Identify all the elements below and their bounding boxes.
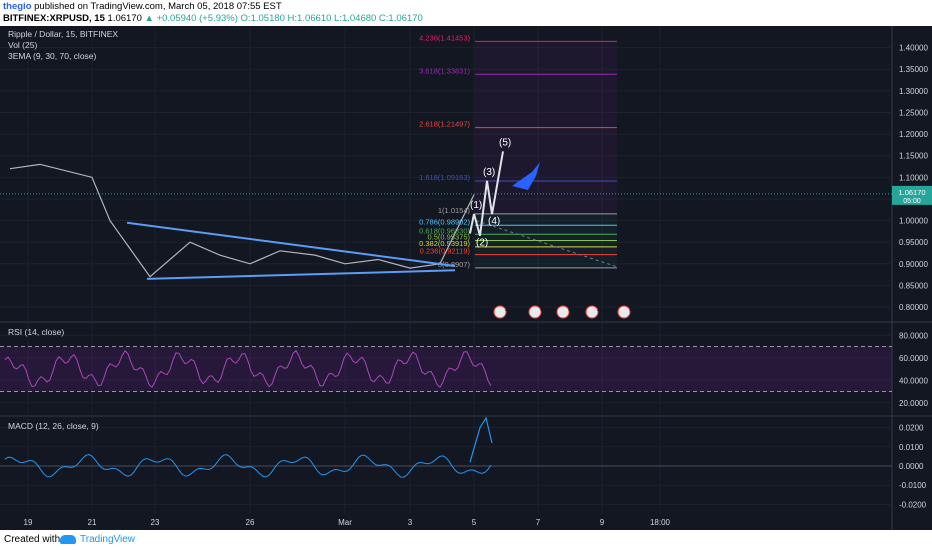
event-badge-count: 3 — [568, 306, 572, 313]
published-text: published on TradingView.com, March 05, … — [34, 1, 282, 12]
time-axis-label: 19 — [24, 518, 33, 527]
fib-level-label: 0.382(0.93919) — [419, 239, 470, 248]
macd-axis-tick-label: -0.0100 — [899, 481, 927, 490]
event-badge-flag — [556, 305, 570, 319]
fib-level-label: 4.236(1.41453) — [419, 33, 470, 42]
fib-level-label: 0.236(0.92119) — [420, 247, 471, 256]
macd-spike-line — [469, 416, 493, 463]
event-badge-count: 2 — [505, 306, 509, 313]
price-change: +0.05940 (+5.93%) — [156, 13, 238, 24]
event-badge-flag — [585, 305, 599, 319]
price-axis-tick-label: 0.95000 — [899, 238, 928, 247]
tradingview-cloud-icon — [60, 535, 76, 544]
price-axis-tick-label: 0.85000 — [899, 281, 928, 290]
wave-label: (2) — [476, 238, 488, 249]
current-price-tag — [892, 185, 932, 205]
rsi-axis-tick-label: 60.0000 — [899, 354, 928, 363]
last-price: 1.06170 — [107, 13, 142, 24]
wave-label: (5) — [499, 137, 511, 148]
price-axis-tick-label: 1.30000 — [899, 87, 928, 96]
current-price-value: 1.06170 — [898, 188, 925, 197]
tradingview-brand-link[interactable]: TradingView — [80, 534, 136, 545]
legend-title: Ripple / Dollar, 15, BITFINEX — [8, 29, 119, 39]
fib-level-label: 0(0.8907) — [438, 260, 471, 269]
fib-level-label: 1(1.0154) — [438, 206, 471, 215]
fib-level-label: 2.618(1.21497) — [419, 120, 470, 129]
fib-level-label: 3.618(1.33831) — [419, 66, 470, 75]
fib-level-label: 0.618(0.96830) — [419, 226, 470, 235]
legend-vol: Vol (25) — [8, 40, 38, 50]
time-axis-label: 23 — [151, 518, 160, 527]
ohlc-values: O:1.05180 H:1.06610 L:1.04680 C:1.06170 — [240, 13, 423, 24]
legend-ema: 3EMA (9, 30, 70, close) — [8, 51, 97, 61]
elliott-wave-path — [469, 151, 504, 236]
event-badge-flag — [493, 305, 507, 319]
time-axis-label: 21 — [88, 518, 97, 527]
price-axis-tick-label: 1.15000 — [899, 152, 928, 161]
time-axis-label: 26 — [246, 518, 255, 527]
macd-axis-tick-label: 0.0200 — [899, 424, 924, 433]
macd-axis-tick-label: -0.0200 — [899, 500, 927, 509]
event-badge-flag — [617, 305, 631, 319]
price-axis-tick-label: 1.10000 — [899, 173, 928, 182]
event-badge-count: 3 — [540, 306, 544, 313]
chart-area[interactable]: 1.40000 1.35000 1.30000 1.25000 1.20000 1.150… — [0, 26, 932, 530]
price-axis-tick-label: 1.35000 — [899, 65, 928, 74]
footer-bar: Created with TradingView — [0, 530, 932, 550]
lower-trendline — [146, 269, 456, 280]
event-badge-count: 22 — [597, 306, 605, 313]
publish-header: thegio published on TradingView.com, Mar… — [0, 0, 932, 26]
time-axis-label: 5 — [472, 518, 477, 527]
macd-line — [4, 454, 492, 478]
fib-level-label: 1.618(1.09163) — [419, 173, 470, 182]
wave-label: (1) — [470, 200, 482, 211]
rocket-icon — [512, 162, 540, 190]
fib-level-label: 0.786(0.98902) — [419, 217, 470, 226]
macd-axis-tick-label: 0.0000 — [899, 462, 924, 471]
bar-countdown: 05:00 — [903, 198, 921, 205]
rsi-axis-tick-label: 20.0000 — [899, 399, 928, 408]
time-axis-label: 9 — [600, 518, 605, 527]
chart-svg[interactable]: 1.40000 1.35000 1.30000 1.25000 1.20000 1.150… — [0, 26, 932, 530]
legend-macd: MACD (12, 26, close, 9) — [8, 421, 99, 431]
price-axis-tick-label: 0.90000 — [899, 260, 928, 269]
rsi-axis-tick-label: 80.0000 — [899, 331, 928, 340]
price-axis-tick-label: 1.40000 — [899, 44, 928, 53]
event-badge-flag — [528, 305, 542, 319]
rsi-axis-tick-label: 40.0000 — [899, 376, 928, 385]
publish-line: thegio published on TradingView.com, Mar… — [3, 1, 282, 12]
price-series-line — [9, 163, 475, 278]
price-axis-tick-label: 1.20000 — [899, 130, 928, 139]
symbol-label: BITFINEX:XRPUSD, 15 — [3, 13, 105, 24]
symbol-line: BITFINEX:XRPUSD, 15 1.06170 ▲ +0.05940 (… — [3, 13, 423, 24]
author-link[interactable]: thegio — [3, 1, 32, 12]
macd-axis-tick-label: 0.0100 — [899, 443, 924, 452]
price-axis-tick-label: 1.00000 — [899, 217, 928, 226]
legend-rsi: RSI (14, close) — [8, 327, 65, 337]
wave-label: (3) — [483, 167, 495, 178]
fib-level-label: 0.5(0.95375) — [427, 233, 470, 242]
time-axis-label: 18:00 — [650, 518, 671, 527]
price-axis-tick-label: 1.25000 — [899, 108, 928, 117]
wave-label: (4) — [488, 216, 500, 227]
event-badge-count: 10 — [629, 306, 637, 313]
rsi-line — [4, 349, 492, 389]
time-axis-label: 7 — [536, 518, 541, 527]
time-axis-label: Mar — [338, 518, 352, 527]
created-with-text: Created with — [4, 534, 61, 545]
upper-trendline — [126, 221, 456, 267]
price-axis-tick-label: 0.80000 — [899, 303, 928, 312]
up-arrow-icon: ▲ — [144, 13, 154, 24]
time-axis-label: 3 — [408, 518, 413, 527]
projection-dashed-line — [475, 220, 618, 268]
